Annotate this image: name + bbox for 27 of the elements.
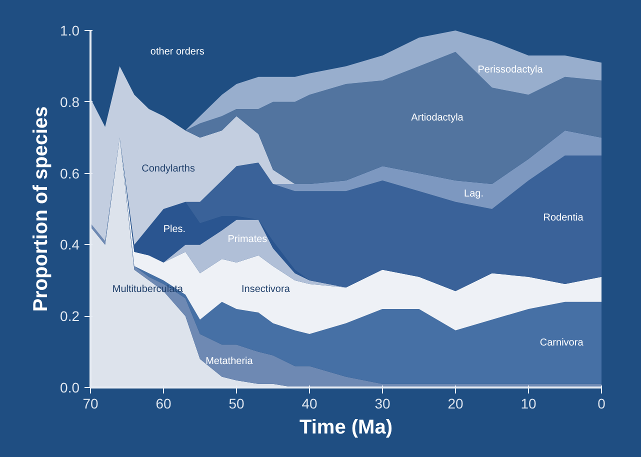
series-label: Perissodactyla — [478, 64, 544, 76]
series-label: Metatheria — [206, 356, 254, 368]
series-label: Condylarths — [142, 163, 195, 174]
series-label: Insectivora — [242, 284, 290, 295]
x-tick-label: 0 — [598, 396, 606, 412]
y-tick-label: 0.4 — [60, 236, 80, 253]
y-tick-label: 0.8 — [60, 94, 80, 110]
x-axis-title: Time (Ma) — [300, 416, 392, 438]
x-tick-label: 40 — [302, 396, 318, 412]
y-tick-label: 0.0 — [60, 380, 80, 396]
y-axis-title: Proportion of species — [30, 106, 52, 312]
x-tick-label: 30 — [374, 396, 390, 412]
y-tick-label: 0.6 — [60, 165, 80, 182]
series-label: Artiodactyla — [411, 112, 464, 124]
x-tick-label: 50 — [228, 396, 244, 412]
x-tick-label: 10 — [520, 396, 536, 412]
x-tick-label: 60 — [156, 396, 172, 412]
series-label: Carnivora — [540, 337, 584, 348]
series-label: Primates — [228, 234, 268, 245]
series-label: Rodentia — [543, 212, 584, 224]
series-label: Lag. — [464, 188, 484, 200]
y-tick-label: 1.0 — [60, 22, 80, 38]
series-label: Ples. — [163, 224, 186, 236]
x-tick-label: 20 — [448, 396, 464, 412]
y-tick-label: 0.2 — [60, 308, 80, 324]
x-tick-label: 70 — [82, 396, 98, 412]
annotation: other orders — [150, 46, 204, 58]
